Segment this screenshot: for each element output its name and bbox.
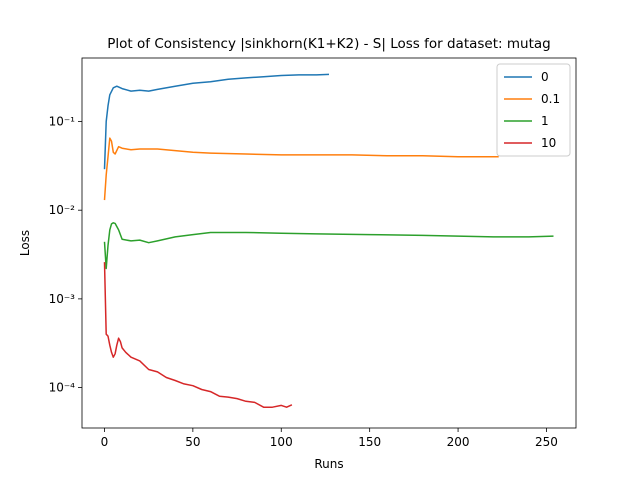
x-tick-label: 150 [358, 435, 381, 449]
series-line [103, 73, 330, 170]
legend-box [496, 63, 571, 157]
legend-label: 0.1 [541, 92, 560, 106]
plot-area [81, 57, 577, 429]
legend: 0 0.1 1 10 [496, 63, 571, 157]
y-tick-label: 10⁻³ [49, 292, 76, 306]
chart-title: Plot of Consistency |sinkhorn(K1+K2) - S… [107, 36, 550, 52]
x-tick-label: 250 [535, 435, 558, 449]
y-tick-label: 10⁻⁴ [49, 381, 76, 395]
legend-label: 0 [541, 70, 549, 84]
y-axis-label: Loss [18, 230, 32, 256]
x-tick-label: 200 [447, 435, 470, 449]
y-tick-label: 10⁻¹ [49, 115, 76, 129]
x-tick-label: 50 [185, 435, 200, 449]
x-tick-label: 100 [270, 435, 293, 449]
legend-label: 10 [541, 136, 556, 150]
x-axis-label: Runs [314, 457, 343, 471]
series-line [103, 137, 499, 201]
series-line [103, 222, 554, 270]
x-tick-label: 0 [101, 435, 109, 449]
series-line [103, 262, 293, 408]
y-tick-label: 10⁻² [49, 203, 76, 217]
legend-label: 1 [541, 114, 549, 128]
